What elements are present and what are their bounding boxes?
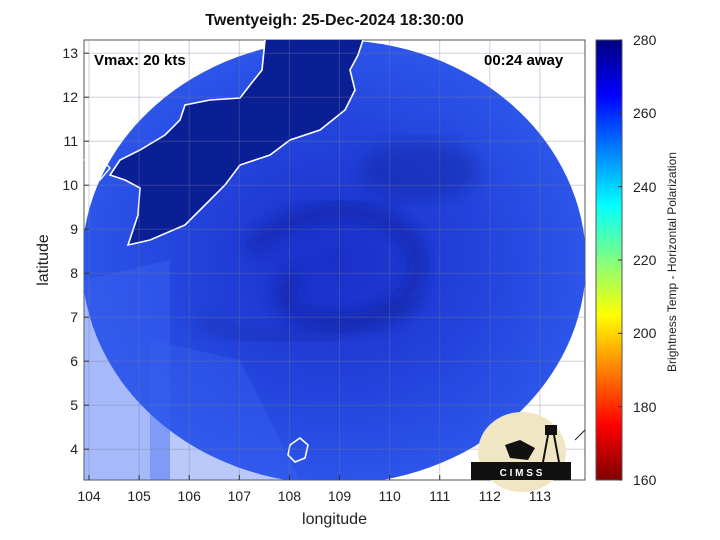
time-offset-label: 00:24 away bbox=[484, 52, 564, 69]
x-tick-label: 105 bbox=[127, 488, 151, 504]
colorbar-tick-label: 240 bbox=[633, 178, 657, 195]
x-tick-label: 111 bbox=[429, 488, 451, 504]
swath-fringe-west bbox=[84, 260, 170, 480]
x-tick-label: 107 bbox=[227, 488, 251, 504]
colorbar-label: Brightness Temp - Horizontal Polarizatio… bbox=[665, 152, 679, 372]
y-tick-label: 5 bbox=[70, 397, 78, 414]
x-tick-label: 109 bbox=[327, 488, 352, 504]
colorbar bbox=[595, 39, 623, 481]
x-tick-label: 113 bbox=[528, 488, 552, 504]
convective-cluster bbox=[360, 140, 480, 200]
logo-dish bbox=[505, 440, 535, 460]
y-tick-label: 9 bbox=[70, 221, 78, 238]
coastline-west bbox=[84, 157, 111, 183]
island bbox=[287, 436, 309, 463]
x-axis-label: longitude bbox=[302, 511, 367, 528]
x-tick-label: 112 bbox=[478, 488, 501, 504]
y-tick-label: 6 bbox=[70, 353, 78, 370]
coastline bbox=[108, 40, 364, 247]
y-axis-label: latitude bbox=[35, 234, 52, 286]
spiral-band bbox=[244, 203, 426, 330]
logo-tower bbox=[542, 434, 560, 463]
colorbar-tick-label: 280 bbox=[633, 32, 657, 48]
rain-band bbox=[197, 294, 424, 344]
y-tick-label: 4 bbox=[70, 441, 78, 458]
cimss-logo: C I M S S bbox=[471, 412, 571, 492]
brightness-swath bbox=[84, 40, 585, 480]
y-tick-marks bbox=[84, 52, 89, 450]
y-tick-label: 12 bbox=[62, 89, 78, 106]
x-tick-label: 110 bbox=[378, 488, 401, 504]
y-tick-label: 7 bbox=[70, 309, 78, 326]
colorbar-tick-label: 200 bbox=[633, 325, 657, 342]
coastline-east bbox=[574, 429, 585, 441]
y-tick-label: 13 bbox=[62, 45, 78, 62]
colorbar-tick-marks bbox=[618, 39, 622, 481]
y-tick-label: 10 bbox=[62, 177, 78, 194]
vmax-label: Vmax: 20 kts bbox=[94, 52, 186, 69]
y-tick-label: 11 bbox=[63, 133, 78, 150]
logo-tower-top bbox=[545, 425, 557, 435]
swath-fringe-south bbox=[150, 340, 300, 480]
x-tick-label: 106 bbox=[177, 488, 201, 504]
land-mass bbox=[84, 40, 375, 245]
colorbar-tick-label: 160 bbox=[633, 472, 657, 488]
y-tick-label: 8 bbox=[70, 265, 78, 282]
logo-text: C I M S S bbox=[500, 468, 543, 479]
x-tick-label: 108 bbox=[277, 488, 302, 504]
colorbar-tick-label: 180 bbox=[633, 398, 657, 415]
x-tick-label: 104 bbox=[77, 488, 101, 504]
logo-banner bbox=[471, 462, 571, 480]
chart-title: Twentyeigh: 25-Dec-2024 18:30:00 bbox=[205, 12, 464, 29]
colorbar-tick-label: 220 bbox=[633, 252, 657, 268]
colorbar-tick-label: 260 bbox=[633, 105, 657, 122]
